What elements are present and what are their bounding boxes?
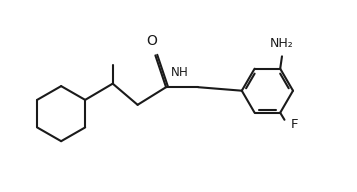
Text: H: H [178,66,187,79]
Text: N: N [171,66,180,79]
Text: O: O [146,34,157,48]
Text: F: F [291,118,298,131]
Text: NH₂: NH₂ [270,37,294,50]
